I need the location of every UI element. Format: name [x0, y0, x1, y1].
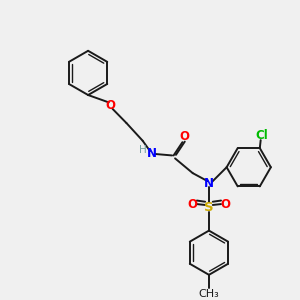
- Text: O: O: [220, 198, 230, 211]
- Text: CH₃: CH₃: [199, 289, 219, 299]
- Text: S: S: [204, 200, 214, 214]
- Text: O: O: [179, 130, 189, 143]
- Text: N: N: [146, 148, 157, 160]
- Text: H: H: [139, 146, 147, 155]
- Text: N: N: [204, 177, 214, 190]
- Text: O: O: [105, 99, 115, 112]
- Text: O: O: [188, 198, 198, 211]
- Text: Cl: Cl: [255, 129, 268, 142]
